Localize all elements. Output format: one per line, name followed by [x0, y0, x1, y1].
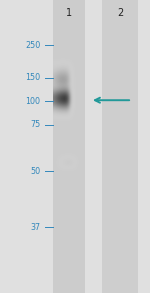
Text: 50: 50 — [30, 167, 40, 176]
Bar — [102, 0, 138, 293]
Text: 37: 37 — [30, 223, 40, 231]
Text: 2: 2 — [117, 8, 123, 18]
Text: 100: 100 — [26, 97, 40, 105]
Bar — [53, 0, 85, 293]
Text: 75: 75 — [30, 120, 40, 129]
Text: 250: 250 — [25, 41, 40, 50]
Text: 150: 150 — [25, 73, 40, 82]
Text: 1: 1 — [66, 8, 72, 18]
